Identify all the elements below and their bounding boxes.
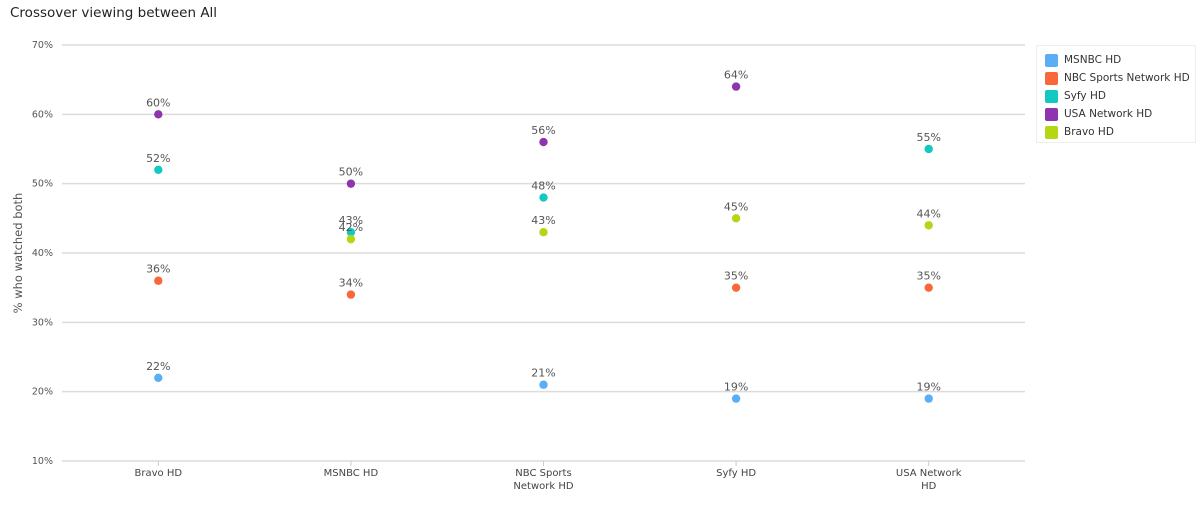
- y-tick-label: 40%: [32, 248, 53, 259]
- data-point: [154, 276, 163, 285]
- data-label: 60%: [146, 96, 170, 109]
- data-label: 22%: [146, 360, 170, 373]
- y-tick-label: 20%: [32, 387, 53, 398]
- data-point: [346, 290, 356, 299]
- y-axis-title: % who watched both: [11, 193, 25, 314]
- data-point: [731, 214, 741, 223]
- legend-item[interactable]: Syfy HD: [1045, 87, 1195, 105]
- legend-swatch: [1045, 125, 1058, 139]
- data-label: 42%: [339, 221, 363, 234]
- legend-label: NBC Sports Network HD: [1064, 72, 1190, 84]
- data-label: 56%: [531, 124, 555, 137]
- data-point: [539, 193, 548, 202]
- data-point: [539, 228, 548, 237]
- data-point: [924, 283, 933, 292]
- data-point: [346, 234, 356, 244]
- legend-label: Syfy HD: [1064, 90, 1106, 102]
- data-point: [924, 394, 933, 403]
- y-tick-label: 70%: [32, 40, 53, 51]
- data-point: [539, 380, 548, 389]
- data-point: [539, 137, 548, 147]
- data-point: [154, 373, 163, 382]
- x-tick-label: Network HD: [513, 481, 573, 492]
- legend-label: USA Network HD: [1064, 108, 1153, 120]
- data-point: [924, 221, 933, 230]
- x-tick-label: Syfy HD: [716, 468, 756, 479]
- data-label: 35%: [916, 270, 940, 283]
- data-label: 34%: [339, 277, 363, 290]
- data-label: 44%: [916, 207, 940, 220]
- data-label: 21%: [531, 367, 555, 380]
- data-label: 64%: [724, 69, 748, 82]
- legend-label: Bravo HD: [1064, 126, 1114, 138]
- data-label: 19%: [916, 381, 940, 394]
- x-tick-label: MSNBC HD: [324, 468, 379, 479]
- x-tick-label: Bravo HD: [135, 468, 183, 479]
- legend-swatch: [1045, 71, 1058, 85]
- legend-swatch: [1045, 89, 1058, 103]
- data-point: [731, 283, 741, 292]
- data-point: [346, 179, 356, 188]
- data-label: 35%: [724, 270, 748, 283]
- legend-swatch: [1045, 53, 1058, 67]
- y-tick-label: 60%: [32, 109, 53, 120]
- x-tick-label: USA Network: [896, 468, 962, 479]
- legend: MSNBC HD NBC Sports Network HD Syfy HD USA …: [1036, 45, 1196, 143]
- legend-item[interactable]: USA Network HD: [1045, 105, 1195, 123]
- y-tick-label: 10%: [32, 456, 53, 467]
- data-label: 43%: [531, 214, 555, 227]
- chart-title: Crossover viewing between All: [10, 5, 218, 21]
- legend-item[interactable]: Bravo HD: [1045, 123, 1195, 141]
- scatter-chart: 10% 20% 30% 40% 50% 60% 70% % who watched both B…: [11, 40, 1025, 492]
- legend-item[interactable]: MSNBC HD: [1045, 51, 1195, 69]
- x-tick-label: NBC Sports: [515, 468, 571, 479]
- data-point: [731, 394, 741, 403]
- data-label: 45%: [724, 200, 748, 213]
- x-tick-label: HD: [921, 481, 937, 492]
- y-tick-label: 30%: [32, 317, 53, 328]
- data-label: 19%: [724, 381, 748, 394]
- data-point: [346, 228, 356, 237]
- data-point: [731, 82, 741, 91]
- data-label: 36%: [146, 263, 170, 276]
- data-label: 50%: [339, 166, 363, 179]
- legend-label: MSNBC HD: [1064, 54, 1122, 66]
- data-label: 48%: [531, 180, 555, 193]
- data-point: [154, 110, 163, 119]
- data-label: 43%: [339, 214, 363, 227]
- legend-item[interactable]: NBC Sports Network HD: [1045, 69, 1195, 87]
- data-point: [924, 144, 933, 154]
- data-label: 52%: [146, 152, 170, 165]
- legend-swatch: [1045, 107, 1058, 121]
- data-label: 55%: [916, 131, 940, 144]
- data-point: [154, 165, 163, 174]
- y-tick-label: 50%: [32, 179, 53, 190]
